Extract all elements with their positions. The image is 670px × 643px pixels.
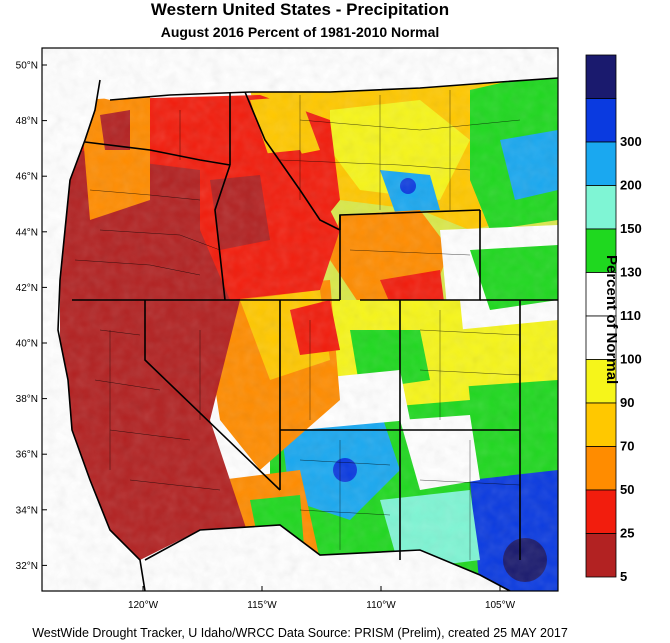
lat-label: 34°N xyxy=(16,505,38,516)
legend-label: 50 xyxy=(620,482,634,497)
lat-label: 44°N xyxy=(16,227,38,238)
legend-label: 300 xyxy=(620,134,642,149)
legend-swatch xyxy=(585,272,617,317)
lon-label: 120°W xyxy=(128,600,159,611)
legend-swatch xyxy=(585,402,617,447)
legend-label: 200 xyxy=(620,178,642,193)
lon-label: 115°W xyxy=(247,600,277,611)
legend-label: 110 xyxy=(620,308,641,323)
lat-label: 36°N xyxy=(16,450,38,461)
map-frame xyxy=(41,47,559,592)
legend-label: 25 xyxy=(620,526,634,541)
lat-label: 48°N xyxy=(16,116,38,127)
legend-swatch xyxy=(585,533,617,578)
lat-label: 42°N xyxy=(16,283,38,294)
map-raster xyxy=(42,48,558,591)
legend-swatch xyxy=(585,185,617,230)
map-footer: WestWide Drought Tracker, U Idaho/WRCC D… xyxy=(32,626,568,640)
lat-label: 50°N xyxy=(16,61,38,72)
lat-label: 38°N xyxy=(16,394,38,405)
legend-label: 150 xyxy=(620,221,642,236)
legend-label: 100 xyxy=(620,352,642,367)
legend-label: 70 xyxy=(620,439,634,454)
latitude-axis: 50°N 48°N 46°N 44°N 42°N 40°N 38°N 36°N 34°N 32°N xyxy=(16,61,47,572)
lon-label: 105°W xyxy=(485,600,516,611)
legend-swatch xyxy=(585,446,617,491)
legend-title: Percent of Normal xyxy=(603,255,620,385)
legend-swatch xyxy=(585,98,617,143)
legend-colorbar: 300 200 150 130 110 100 90 70 50 25 5 xyxy=(585,54,642,584)
lon-label: 110°W xyxy=(366,600,396,611)
legend-label: 90 xyxy=(620,395,634,410)
legend-swatch xyxy=(585,489,617,534)
legend-label: 5 xyxy=(620,569,627,584)
legend-swatch xyxy=(585,228,617,273)
longitude-axis: 120°W 115°W 110°W 105°W xyxy=(128,586,516,611)
lat-label: 32°N xyxy=(16,561,38,572)
map-title: Western United States - Precipitation xyxy=(150,0,450,19)
legend-label: 130 xyxy=(620,265,642,280)
map-subtitle: August 2016 Percent of 1981-2010 Normal xyxy=(160,24,440,40)
lat-label: 40°N xyxy=(16,339,38,350)
legend-swatch xyxy=(585,141,617,186)
lat-label: 46°N xyxy=(16,172,38,183)
legend-swatch xyxy=(585,54,617,99)
